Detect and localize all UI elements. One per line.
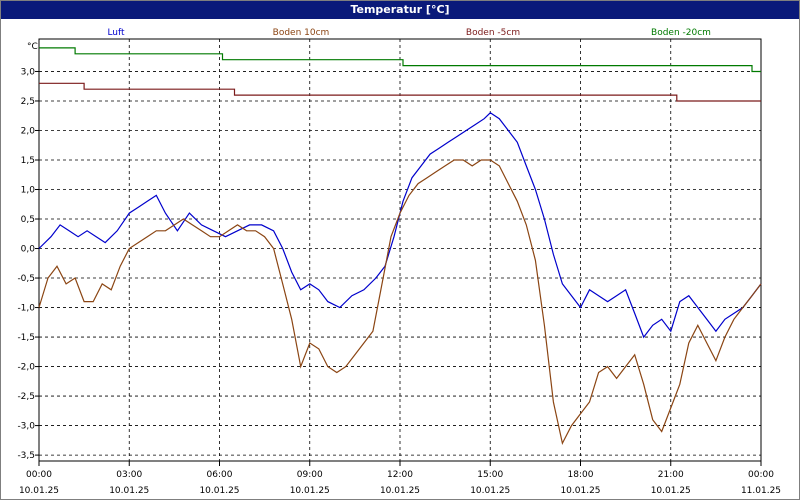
legend-entry-2: Boden -5cm (466, 28, 520, 38)
legend-entry-1: Boden 10cm (273, 28, 330, 38)
x-tick-time-label: 03:00 (116, 470, 142, 480)
x-tick-date-label: 10.01.25 (109, 486, 149, 496)
x-tick-time-label: 21:00 (658, 470, 684, 480)
x-tick-date-label: 10.01.25 (380, 486, 420, 496)
y-tick-label: 0,5 (21, 215, 35, 225)
y-tick-label: -3,0 (17, 422, 35, 432)
y-tick-label: -3,5 (17, 451, 35, 461)
x-tick-time-label: 18:00 (568, 470, 594, 480)
y-axis-unit: °C (27, 42, 38, 52)
y-tick-label: 2,0 (21, 126, 36, 136)
series-lines (38, 47, 762, 446)
legend-entry-0: Luft (107, 28, 125, 38)
x-tick-date-label: 10.01.25 (290, 486, 330, 496)
y-tick-label: 3,0 (21, 67, 36, 77)
x-tick-date-label: 10.01.25 (199, 486, 239, 496)
x-tick-time-label: 09:00 (297, 470, 323, 480)
x-tick-date-label: 10.01.25 (560, 486, 600, 496)
x-tick-date-label: 10.01.25 (19, 486, 59, 496)
y-tick-label: -0,5 (17, 274, 35, 284)
x-tick-time-label: 12:00 (387, 470, 413, 480)
series-line-3 (39, 47, 761, 73)
series-line-0 (38, 112, 762, 339)
x-tick-time-label: 00:00 (748, 470, 774, 480)
y-tick-label: -1,5 (17, 333, 35, 343)
y-tick-label: 0,0 (21, 245, 36, 255)
y-tick-label: -2,5 (17, 392, 35, 402)
series-line-2 (39, 82, 761, 102)
grid-lines (39, 39, 761, 461)
y-tick-label: 2,5 (21, 97, 35, 107)
chart-title: Temperatur [°C] (1, 1, 799, 19)
x-tick-time-label: 15:00 (477, 470, 503, 480)
x-tick-date-label: 10.01.25 (651, 486, 691, 496)
y-tick-label: -1,0 (17, 304, 35, 314)
x-tick-date-label: 10.01.25 (470, 486, 510, 496)
series-line-1 (38, 159, 762, 446)
legend-entry-3: Boden -20cm (651, 28, 711, 38)
y-axis: 3,0 2,5 2,0 1,5 1,0 0,5 0,0 -0,5 -1,0 -1,5 -2,0 -2,… (17, 67, 39, 461)
x-axis: 00:00 10.01.25 03:00 10.01.25 06:00 10.01.25 0… (19, 461, 781, 496)
x-tick-time-label: 06:00 (207, 470, 233, 480)
legend: Luft Boden 10cm Boden -5cm Boden -20cm (107, 28, 711, 38)
y-tick-label: 1,5 (21, 156, 35, 166)
y-tick-label: 1,0 (21, 186, 36, 196)
x-tick-date-label: 11.01.25 (741, 486, 781, 496)
x-tick-time-label: 00:00 (26, 470, 52, 480)
y-tick-label: -2,0 (17, 363, 35, 373)
